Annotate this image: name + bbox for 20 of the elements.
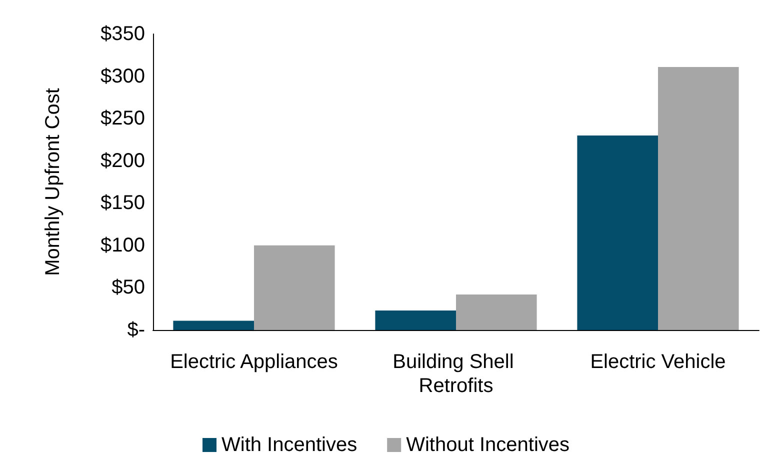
y-tick-label: $350 [100, 23, 145, 45]
x-tick-label: Building Shell Retrofits [392, 351, 520, 397]
legend-label: With Incentives [221, 434, 358, 456]
bar [254, 245, 335, 330]
bar [456, 294, 537, 330]
y-tick-label: $300 [100, 65, 145, 88]
x-tick-label: Electric Appliances [170, 351, 338, 373]
x-tick-label: Electric Vehicle [590, 351, 726, 373]
bar [658, 66, 739, 330]
y-tick-label: $250 [100, 108, 145, 130]
legend-label: Without Incentives [406, 434, 570, 456]
bar [577, 135, 658, 330]
y-axis-title: Monthly Upfront Cost [42, 88, 64, 276]
y-tick-label: $150 [100, 192, 145, 214]
bar [375, 310, 456, 330]
y-tick-label: $200 [100, 150, 145, 172]
y-tick-label: $100 [100, 234, 145, 256]
bar [173, 320, 254, 330]
y-tick-label: $50 [112, 276, 145, 299]
y-tick-label: $- [127, 319, 145, 341]
